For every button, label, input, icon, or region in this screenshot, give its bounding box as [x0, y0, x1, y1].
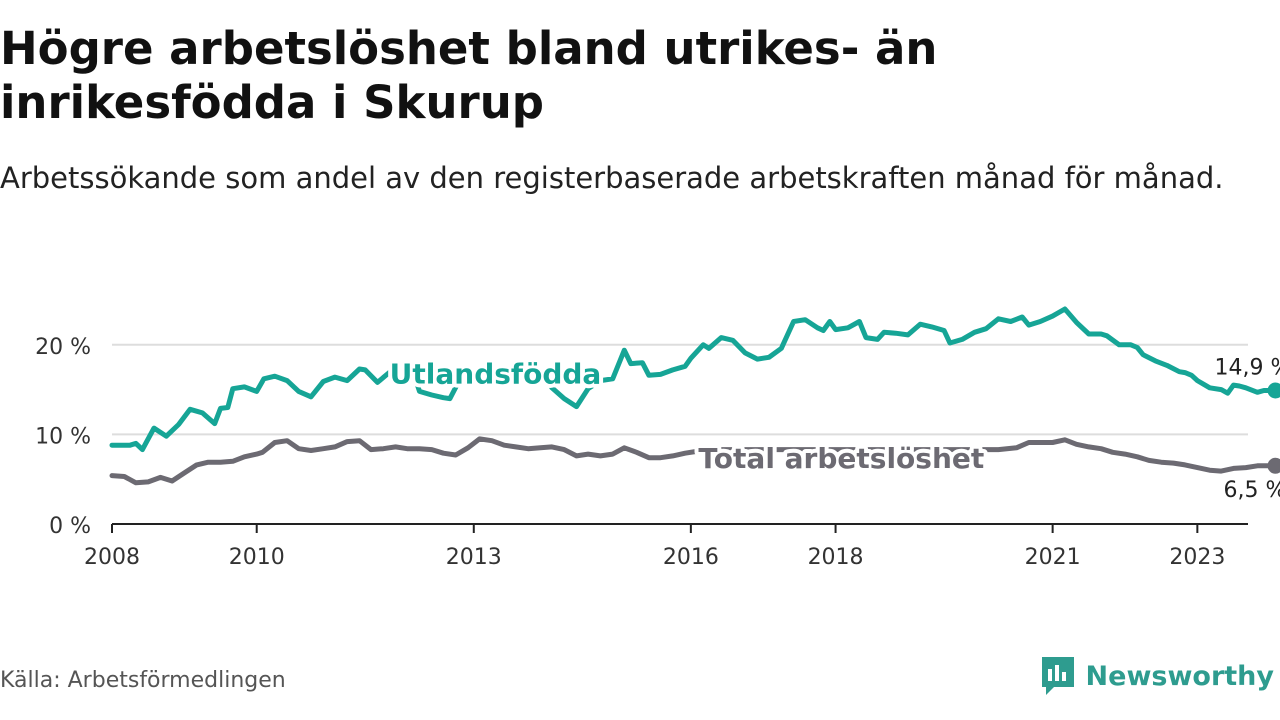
y-tick-label: 20 %: [35, 335, 91, 360]
series-label-utlandsfodda: Utlandsfödda: [390, 358, 602, 391]
end-value-label-total-arbetsloshet: 6,5 %: [1223, 478, 1280, 503]
series-line-total-arbetsloshet: [109, 436, 1278, 486]
series-label-total-arbetsloshet: Total arbetslöshet: [698, 442, 984, 475]
series-lines: [109, 306, 1280, 486]
end-point-utlandsfodda: [1267, 382, 1280, 399]
x-tick-label: 2010: [229, 545, 285, 570]
newsworthy-logo-icon: [1041, 657, 1074, 695]
y-tick-label: 0 %: [49, 514, 91, 539]
x-tick-label: 2021: [1025, 545, 1081, 570]
x-axis: 2008 2010 2013 2016 2018 2021 2023: [84, 523, 1248, 570]
series-labels: Utlandsfödda 14,9 % Total arbetslöshet 6,5 …: [386, 352, 1280, 505]
end-point-total-arbetsloshet: [1267, 457, 1280, 474]
y-tick-label: 10 %: [35, 424, 91, 449]
chart-title: Högre arbetslöshet bland utrikes- än inr…: [0, 22, 938, 129]
x-tick-label: 2008: [84, 545, 140, 570]
source-note: Källa: Arbetsförmedlingen: [0, 668, 286, 693]
x-tick-label: 2013: [446, 545, 502, 570]
chart-subtitle: Arbetssökande som andel av den registerb…: [0, 161, 1224, 195]
brand-name: Newsworthy: [1085, 660, 1274, 692]
x-tick-label: 2016: [663, 545, 719, 570]
series-line-utlandsfodda: [109, 306, 1278, 453]
y-axis: 0 % 10 % 20 %: [35, 335, 91, 539]
x-tick-label: 2023: [1169, 545, 1225, 570]
x-tick-label: 2018: [808, 545, 864, 570]
end-value-label-utlandsfodda: 14,9 %: [1214, 355, 1280, 380]
gridlines: [112, 343, 1248, 436]
brand-logo: Newsworthy: [1040, 654, 1274, 698]
